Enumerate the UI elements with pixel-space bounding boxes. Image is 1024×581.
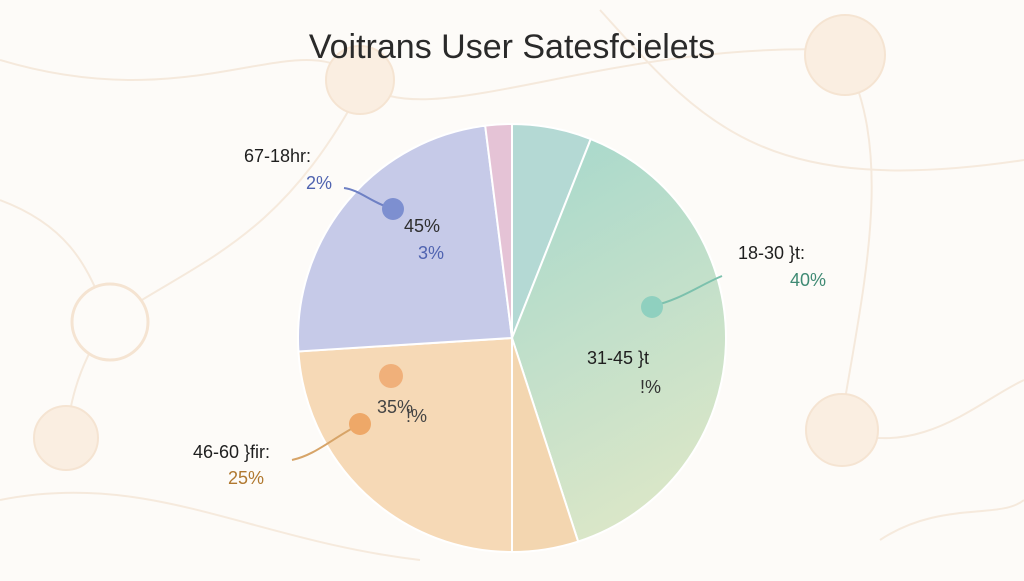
annotations: 18-30 }t:40%31-45 }t!%35%!%46-60 }fir:25… (193, 146, 826, 488)
value-45-secondary: 3% (418, 243, 444, 263)
chart-title: Voitrans User Satesfcielets (309, 28, 715, 66)
value-67-18: 2% (306, 173, 332, 193)
pie-slice-4 (297, 124, 514, 353)
value-31-45: !% (640, 377, 661, 397)
value-46-60: 25% (228, 468, 264, 488)
value-45: 45% (404, 216, 440, 236)
marker-dot-18-30 (641, 296, 663, 318)
label-46-60: 46-60 }fir: (193, 442, 270, 462)
label-67-18: 67-18hr: (244, 146, 311, 166)
value-35: 35% (377, 397, 413, 417)
pie-wedges (297, 122, 727, 554)
pie-slice-3 (297, 336, 513, 554)
label-18-30: 18-30 }t: (738, 243, 805, 263)
value-35-secondary: !% (406, 406, 427, 426)
label-31-45: 31-45 }t (587, 348, 649, 368)
background-network (0, 9, 1024, 561)
marker-dot-46-60 (349, 413, 371, 435)
pie-slice-5 (484, 122, 513, 339)
marker-dot-35 (379, 364, 403, 388)
value-18-30: 40% (790, 270, 826, 290)
marker-dot-67-18 (382, 198, 404, 220)
pie-slice-1 (510, 137, 727, 543)
